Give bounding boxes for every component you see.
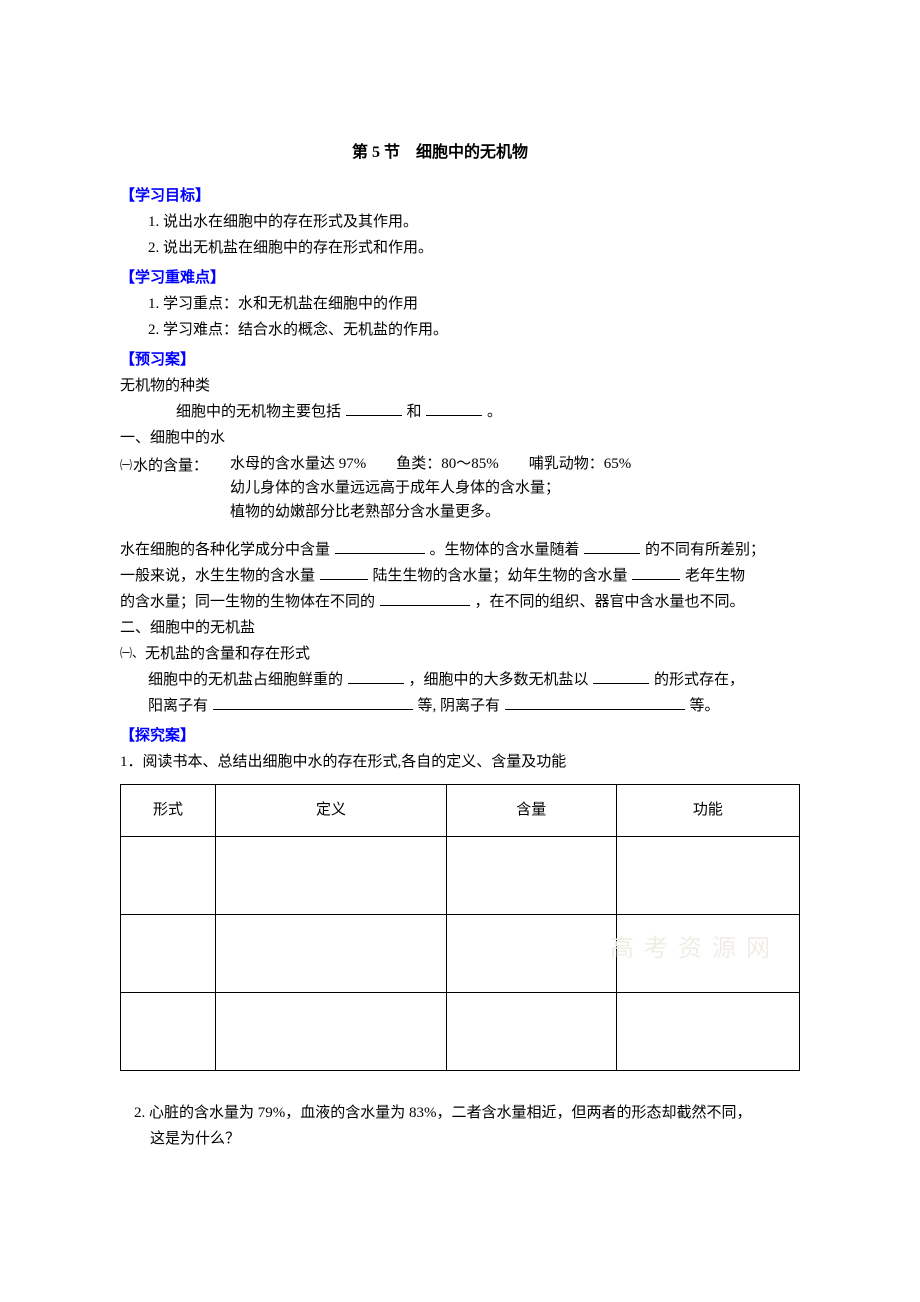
list-marker: ㈠、 bbox=[120, 646, 144, 660]
text-part: 细胞中的无机盐占细胞鲜重的 bbox=[148, 672, 343, 688]
paragraph-line: 一般来说，水生生物的含水量 陆生生物的含水量；幼年生物的含水量 老年生物 bbox=[120, 564, 800, 588]
objective-item: 2. 说出无机盐在细胞中的存在形式和作用。 bbox=[120, 236, 800, 260]
text-part: 和 bbox=[407, 404, 422, 420]
salt-subheading: ㈠、无机盐的含量和存在形式 bbox=[120, 642, 800, 666]
explore-q2-line1: 2. 心脏的含水量为 79%，血液的含水量为 83%，二者含水量相近，但两者的形… bbox=[120, 1101, 800, 1125]
text-part: 的含水量；同一生物的生物体在不同的 bbox=[120, 594, 375, 610]
paragraph-line: 的含水量；同一生物的生物体在不同的 ，在不同的组织、器官中含水量也不同。 bbox=[120, 590, 800, 614]
text-part: 的形式存在， bbox=[654, 672, 744, 688]
table-cell[interactable] bbox=[121, 992, 216, 1070]
fill-blank[interactable] bbox=[426, 401, 482, 416]
text-part: 的不同有所差别； bbox=[645, 542, 765, 558]
salt-line-2: 阳离子有 等, 阴离子有 等。 bbox=[120, 694, 800, 718]
text-part: 陆生生物的含水量；幼年生物的含水量 bbox=[373, 568, 628, 584]
explore-q2-line2: 这是为什么？ bbox=[120, 1127, 800, 1151]
list-marker: ㈠ bbox=[120, 458, 132, 472]
inorganic-types-label: 无机物的种类 bbox=[120, 374, 800, 398]
table-cell[interactable] bbox=[121, 836, 216, 914]
fill-blank[interactable] bbox=[213, 695, 413, 710]
table-cell[interactable] bbox=[446, 914, 616, 992]
fill-blank[interactable] bbox=[348, 669, 404, 684]
table-row bbox=[121, 992, 800, 1070]
text-part: 水在细胞的各种化学成分中含量 bbox=[120, 542, 330, 558]
table-cell[interactable] bbox=[446, 836, 616, 914]
keypoints-header: 【学习重难点】 bbox=[120, 266, 800, 290]
text-part: 等。 bbox=[690, 698, 720, 714]
fill-blank[interactable] bbox=[335, 539, 425, 554]
table-row bbox=[121, 836, 800, 914]
objectives-header: 【学习目标】 bbox=[120, 184, 800, 208]
keypoint-item: 2. 学习难点：结合水的概念、无机盐的作用。 bbox=[120, 318, 800, 342]
text-part: 阳离子有 bbox=[148, 698, 208, 714]
explore-header: 【探究案】 bbox=[120, 724, 800, 748]
table-header: 定义 bbox=[216, 784, 447, 836]
table-cell[interactable] bbox=[216, 836, 447, 914]
keypoint-item: 1. 学习重点：水和无机盐在细胞中的作用 bbox=[120, 292, 800, 316]
section-a-heading: 一、细胞中的水 bbox=[120, 426, 800, 450]
fill-blank[interactable] bbox=[505, 695, 685, 710]
water-content-body: 水母的含水量达 97% 鱼类：80～85% 哺乳动物：65% 幼儿身体的含水量远… bbox=[220, 452, 800, 524]
text-part: 。生物体的含水量随着 bbox=[430, 542, 580, 558]
table-cell[interactable] bbox=[216, 914, 447, 992]
water-line: 水母的含水量达 97% 鱼类：80～85% 哺乳动物：65% bbox=[230, 452, 800, 476]
text-part: ，在不同的组织、器官中含水量也不同。 bbox=[475, 594, 745, 610]
text-part: 老年生物 bbox=[685, 568, 745, 584]
table-cell[interactable] bbox=[616, 992, 799, 1070]
table-header: 形式 bbox=[121, 784, 216, 836]
text-part: 一般来说，水生生物的含水量 bbox=[120, 568, 315, 584]
preview-header: 【预习案】 bbox=[120, 348, 800, 372]
text-part: 等, 阴离子有 bbox=[418, 698, 501, 714]
water-content-label: ㈠水的含量： bbox=[120, 452, 220, 478]
text-part: 无机盐的含量和存在形式 bbox=[145, 646, 310, 662]
explore-q1: 1．阅读书本、总结出细胞中水的存在形式,各自的定义、含量及功能 bbox=[120, 750, 800, 774]
table-header: 含量 bbox=[446, 784, 616, 836]
page-title: 第 5 节 细胞中的无机物 bbox=[80, 140, 800, 166]
table-row bbox=[121, 914, 800, 992]
water-form-table: 形式 定义 含量 功能 bbox=[120, 784, 800, 1071]
table-header-row: 形式 定义 含量 功能 bbox=[121, 784, 800, 836]
table-cell[interactable] bbox=[121, 914, 216, 992]
fill-blank[interactable] bbox=[320, 565, 368, 580]
text-part: 细胞中的无机物主要包括 bbox=[176, 404, 341, 420]
table-header: 功能 bbox=[616, 784, 799, 836]
table-cell[interactable] bbox=[216, 992, 447, 1070]
section-b-heading: 二、细胞中的无机盐 bbox=[120, 616, 800, 640]
fill-blank[interactable] bbox=[380, 591, 470, 606]
inorganic-types-sentence: 细胞中的无机物主要包括 和 。 bbox=[120, 400, 800, 424]
text-part: 水的含量： bbox=[133, 458, 208, 474]
water-line: 幼儿身体的含水量远远高于成年人身体的含水量； bbox=[230, 476, 800, 500]
fill-blank[interactable] bbox=[584, 539, 640, 554]
table-cell[interactable] bbox=[446, 992, 616, 1070]
water-line: 植物的幼嫩部分比老熟部分含水量更多。 bbox=[230, 500, 800, 524]
objective-item: 1. 说出水在细胞中的存在形式及其作用。 bbox=[120, 210, 800, 234]
text-part: 。 bbox=[487, 404, 502, 420]
fill-blank[interactable] bbox=[593, 669, 649, 684]
table-cell[interactable] bbox=[616, 836, 799, 914]
fill-blank[interactable] bbox=[346, 401, 402, 416]
water-content-block: ㈠水的含量： 水母的含水量达 97% 鱼类：80～85% 哺乳动物：65% 幼儿… bbox=[120, 452, 800, 524]
paragraph-line: 水在细胞的各种化学成分中含量 。生物体的含水量随着 的不同有所差别； bbox=[120, 538, 800, 562]
table-cell[interactable] bbox=[616, 914, 799, 992]
text-part: ，细胞中的大多数无机盐以 bbox=[409, 672, 589, 688]
salt-line-1: 细胞中的无机盐占细胞鲜重的 ，细胞中的大多数无机盐以 的形式存在， bbox=[120, 668, 800, 692]
fill-blank[interactable] bbox=[632, 565, 680, 580]
